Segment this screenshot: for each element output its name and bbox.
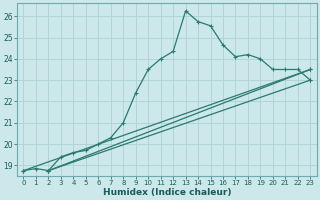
X-axis label: Humidex (Indice chaleur): Humidex (Indice chaleur) [103,188,231,197]
